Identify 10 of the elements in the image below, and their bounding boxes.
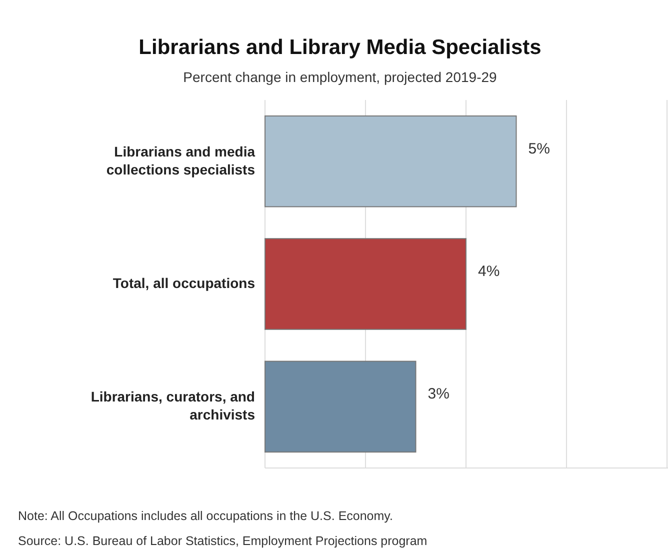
y-tick-label: Librarians, curators, and archivists: [90, 388, 256, 422]
chart-title: Librarians and Library Media Specialists: [138, 36, 542, 59]
y-tick-label: Librarians and media collections specialists: [106, 143, 256, 178]
y-tick-label: Total, all occupations: [112, 274, 256, 291]
chart-subtitle: Percent change in employment, projected 2019-29: [183, 69, 498, 85]
data-label: 3%: [428, 386, 450, 403]
text: Note: All Occupations includes all occupations in the U.S. Economy.: [18, 509, 393, 523]
source-note: Source: U.S. Bureau of Labor Statistics, Employment Projections program: [18, 534, 428, 548]
data-label: 4%: [478, 262, 500, 280]
data-label: 5%: [528, 140, 550, 158]
